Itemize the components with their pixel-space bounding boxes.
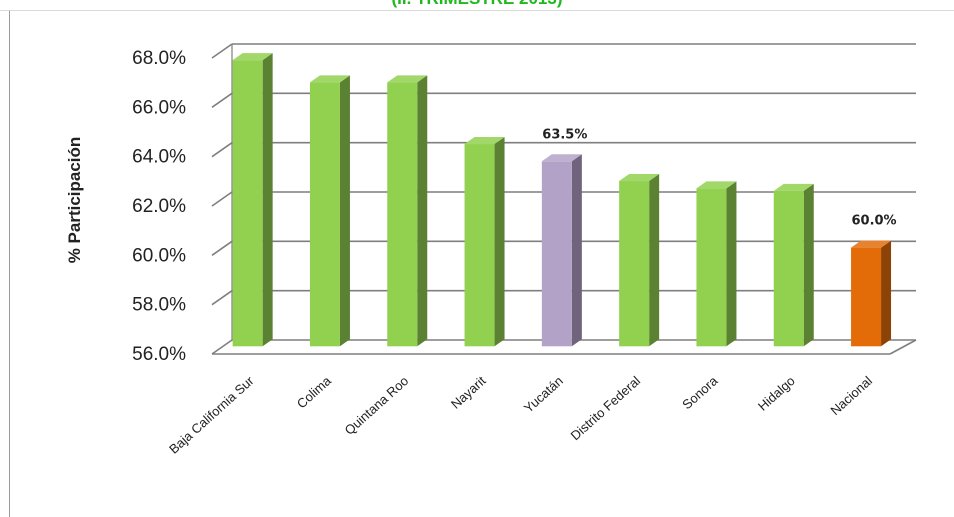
y-tick-label: 68.0% <box>132 48 186 69</box>
x-axis-labels: Baja California Sur Colima Quintana Roo Nay… <box>166 373 875 457</box>
frame-left-border <box>9 11 10 517</box>
y-axis-title: % Participación <box>65 137 84 264</box>
x-category-label: Yucatán <box>521 373 566 416</box>
bar-side <box>571 154 582 347</box>
grid-tick <box>211 92 233 108</box>
bar-1 <box>232 53 273 347</box>
bar-top <box>773 183 814 191</box>
x-category-label: Nayarit <box>448 373 489 412</box>
bar-3 <box>387 75 428 347</box>
bar-top <box>232 53 273 61</box>
grid-tick <box>211 191 233 207</box>
grid-tick <box>211 142 233 158</box>
y-tick-label: 60.0% <box>132 245 186 266</box>
x-category-label: Nacional <box>827 373 875 418</box>
bar-front <box>309 82 340 347</box>
y-tick-label: 58.0% <box>132 295 186 316</box>
chart-title: (II. TRIMESTRE 2013) <box>0 0 954 9</box>
y-tick-label: 64.0% <box>132 147 186 168</box>
bar-front <box>851 247 882 347</box>
floor-right-edge <box>889 339 917 355</box>
bar-side <box>881 240 892 347</box>
bar-front <box>773 190 804 347</box>
bar-top <box>464 137 505 145</box>
y-tick-label: 56.0% <box>132 344 186 365</box>
x-category-label: Colima <box>294 373 335 412</box>
x-category-label: Sonora <box>679 373 721 413</box>
bar-top <box>387 75 428 83</box>
y-axis-ticks: 68.0% 66.0% 64.0% 62.0% 60.0% 58.0% 56.0% <box>132 48 186 365</box>
bar-front <box>541 161 572 347</box>
bar-front <box>387 82 418 347</box>
bar-6 <box>619 174 660 347</box>
x-category-label: Distrito Federal <box>568 373 644 443</box>
y-tick-label: 66.0% <box>132 97 186 118</box>
bar-side <box>726 181 737 347</box>
bar-2 <box>309 75 350 347</box>
bar-side <box>649 174 660 347</box>
y-tick-label: 62.0% <box>132 196 186 217</box>
bar-top <box>541 154 582 162</box>
grid-tick <box>211 240 233 256</box>
bars <box>232 53 892 347</box>
bar-8 <box>773 183 814 347</box>
title-divider <box>0 10 954 11</box>
bar-side <box>262 53 273 347</box>
bar-top <box>309 75 350 83</box>
data-label: 63.5% <box>542 127 587 142</box>
bar-front <box>619 181 650 347</box>
grid-tick <box>211 43 233 59</box>
grid-tick <box>211 290 233 306</box>
bar-top <box>619 174 660 182</box>
x-category-label: Quintana Roo <box>342 373 412 438</box>
bar-front <box>464 144 495 347</box>
bar-top <box>696 181 737 189</box>
bar-5 <box>541 154 582 347</box>
x-category-label: Hidalgo <box>755 373 798 414</box>
bar-side <box>494 137 505 347</box>
bar-front <box>232 60 263 347</box>
bar-side <box>339 75 350 347</box>
bar-9 <box>851 240 892 347</box>
x-category-label: Baja California Sur <box>166 373 257 457</box>
bar-side <box>803 183 814 347</box>
data-label: 60.0% <box>851 214 896 229</box>
bar-top <box>851 240 892 248</box>
grid-tick <box>211 339 233 355</box>
bar-front <box>696 188 727 347</box>
bar-7 <box>696 181 737 347</box>
bar-side <box>417 75 428 347</box>
bar-4 <box>464 137 505 347</box>
data-labels: 63.5% 60.0% <box>542 127 896 228</box>
